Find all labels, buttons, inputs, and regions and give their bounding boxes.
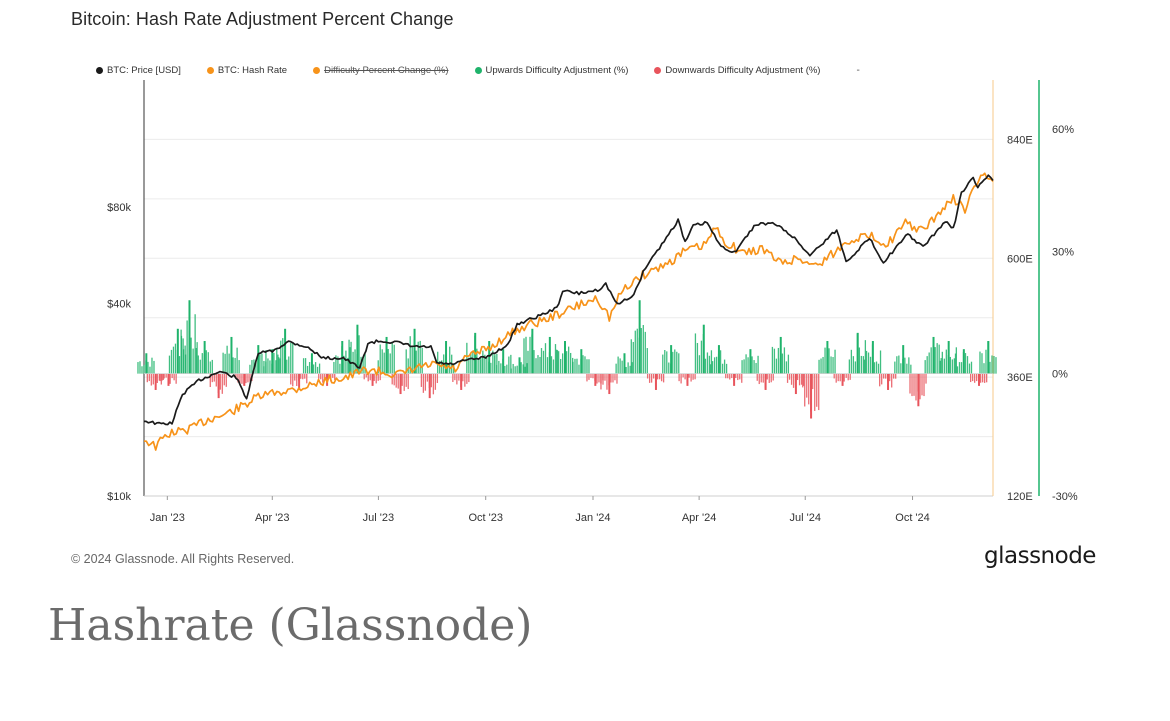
downwards-adjustment-bar-12 (290, 373, 308, 390)
upwards-adjustment-bar-4 (180, 300, 198, 374)
downwards-adjustment-bar-43 (756, 373, 774, 390)
x-tick-label-6: Jul '24 (790, 512, 821, 524)
legend-label-difficulty-change: Difficulty Percent Change (%) (324, 65, 449, 76)
upwards-adjustment-bar-10 (263, 349, 281, 374)
upwards-adjustment-bar-40 (709, 345, 728, 374)
downwards-adjustment-bar-41 (725, 373, 743, 386)
difficulty-tick-label-1: 0% (1052, 369, 1068, 381)
upwards-adjustment-bar-13 (302, 353, 321, 374)
x-tick-label-2: Jul '23 (363, 512, 394, 524)
legend-dot-downwards-adjustment (654, 67, 662, 74)
downwards-adjustment-bar-17 (363, 373, 381, 386)
legend-more[interactable]: - (856, 65, 860, 76)
downwards-adjustment-bar-2 (159, 373, 177, 386)
copyright-notice: © 2024 Glassnode. All Rights Reserved. (71, 552, 295, 566)
upwards-adjustment-bar-11 (276, 328, 294, 374)
legend-item-price[interactable]: BTC: Price [USD] (96, 65, 181, 76)
hashrate-tick-label-1: 360E (1007, 372, 1033, 384)
x-tick-label-7: Oct '24 (895, 512, 930, 524)
upwards-adjustment-bar-39 (694, 324, 713, 374)
downwards-adjustment-bar-21 (420, 373, 439, 399)
downwards-adjustment-bar-53 (909, 373, 927, 407)
upwards-adjustment-bar-30 (556, 341, 574, 374)
upwards-adjustment-bar-54 (924, 336, 942, 374)
upwards-adjustment-bar-42 (741, 349, 759, 374)
legend-item-downwards-adjustment[interactable]: Downwards Difficulty Adjustment (%) (654, 65, 820, 76)
legend-label-price: BTC: Price [USD] (107, 65, 181, 76)
downwards-adjustment-bar-46 (802, 373, 820, 419)
upwards-adjustment-bar-34 (615, 353, 633, 374)
legend-label-hash-rate: BTC: Hash Rate (217, 65, 288, 76)
downwards-adjustment-bar-19 (391, 373, 409, 395)
x-tick-label-5: Apr '24 (682, 512, 717, 524)
price-line (144, 174, 994, 426)
upwards-adjustment-bar-50 (863, 341, 882, 374)
difficulty-tick-label-0: -30% (1052, 491, 1078, 503)
upwards-adjustment-bar-29 (540, 336, 559, 374)
upwards-adjustment-bar-35 (630, 300, 648, 374)
downwards-adjustment-bar-33 (600, 373, 618, 395)
downwards-adjustment-bar-57 (970, 373, 988, 386)
upwards-adjustment-bar-55 (939, 341, 957, 374)
upwards-adjustment-bar-49 (848, 332, 867, 374)
price-tick-label-1: $40k (107, 298, 131, 310)
downwards-adjustment-bar-1 (146, 373, 164, 390)
hash-rate-chart: Jan '23 Apr '23 Jul '23 Oct '23 Jan '24 Apr '… (107, 80, 1078, 524)
legend-label-downwards-adjustment: Downwards Difficulty Adjustment (%) (665, 65, 821, 76)
upwards-adjustment-bar-27 (510, 357, 528, 374)
upwards-adjustment-bar-20 (405, 328, 423, 374)
difficulty-tick-label-2: 30% (1052, 246, 1074, 258)
downwards-adjustment-bar-36 (646, 373, 665, 390)
upwards-adjustment-bar-0 (137, 353, 155, 374)
upwards-adjustment-bar-47 (818, 341, 836, 374)
upwards-adjustment-bar-26 (494, 349, 512, 374)
upwards-adjustment-bar-5 (195, 341, 213, 374)
legend-dot-difficulty-change (313, 67, 321, 74)
legend-item-upwards-adjustment[interactable]: Upwards Difficulty Adjustment (%) (474, 65, 629, 76)
downwards-adjustment-bar-45 (786, 373, 805, 395)
hashrate-tick-label-2: 600E (1007, 253, 1033, 265)
legend-dot-price (96, 67, 103, 74)
downwards-adjustment-bar-6 (209, 373, 227, 399)
glassnode-logo: glassnode (984, 543, 1096, 569)
x-tick-label-1: Apr '23 (255, 512, 290, 524)
upwards-adjustment-bar-58 (979, 341, 997, 374)
upwards-adjustment-bar-44 (771, 336, 790, 374)
hashrate-tick-label-0: 120E (1007, 491, 1033, 503)
legend-dot-hash-rate (206, 67, 214, 74)
legend-label-upwards-adjustment: Upwards Difficulty Adjustment (%) (485, 65, 629, 76)
downwards-adjustment-bar-51 (879, 373, 897, 390)
x-tick-label-4: Jan '24 (575, 512, 610, 524)
chart-title: Bitcoin: Hash Rate Adjustment Percent Ch… (71, 9, 454, 29)
image-caption: Hashrate (Glassnode) (48, 600, 533, 651)
upwards-adjustment-bar-37 (662, 345, 680, 374)
x-tick-label-3: Oct '23 (468, 512, 503, 524)
upwards-adjustment-bar-7 (222, 336, 240, 374)
legend-item-difficulty-change[interactable]: Difficulty Percent Change (%) (313, 65, 449, 76)
hashrate-tick-label-3: 840E (1007, 134, 1033, 146)
legend-dot-upwards-adjustment (474, 67, 482, 74)
downwards-adjustment-bar-48 (833, 373, 851, 386)
downwards-adjustment-bar-38 (678, 373, 696, 386)
x-tick-label-0: Jan '23 (150, 512, 185, 524)
upwards-adjustment-bar-52 (894, 345, 912, 374)
hash-rate-line (143, 172, 994, 451)
upwards-adjustment-bar-28 (523, 328, 541, 374)
chart-legend: BTC: Price [USD] BTC: Hash Rate Difficul… (96, 65, 860, 76)
upwards-adjustment-bar-31 (572, 349, 590, 374)
difficulty-tick-label-3: 60% (1052, 124, 1074, 136)
price-tick-label-0: $10k (107, 491, 131, 503)
price-tick-label-2: $80k (107, 202, 131, 214)
legend-item-hash-rate[interactable]: BTC: Hash Rate (206, 65, 288, 76)
downwards-adjustment-bar-23 (452, 373, 470, 390)
upwards-adjustment-bar-56 (954, 349, 973, 374)
